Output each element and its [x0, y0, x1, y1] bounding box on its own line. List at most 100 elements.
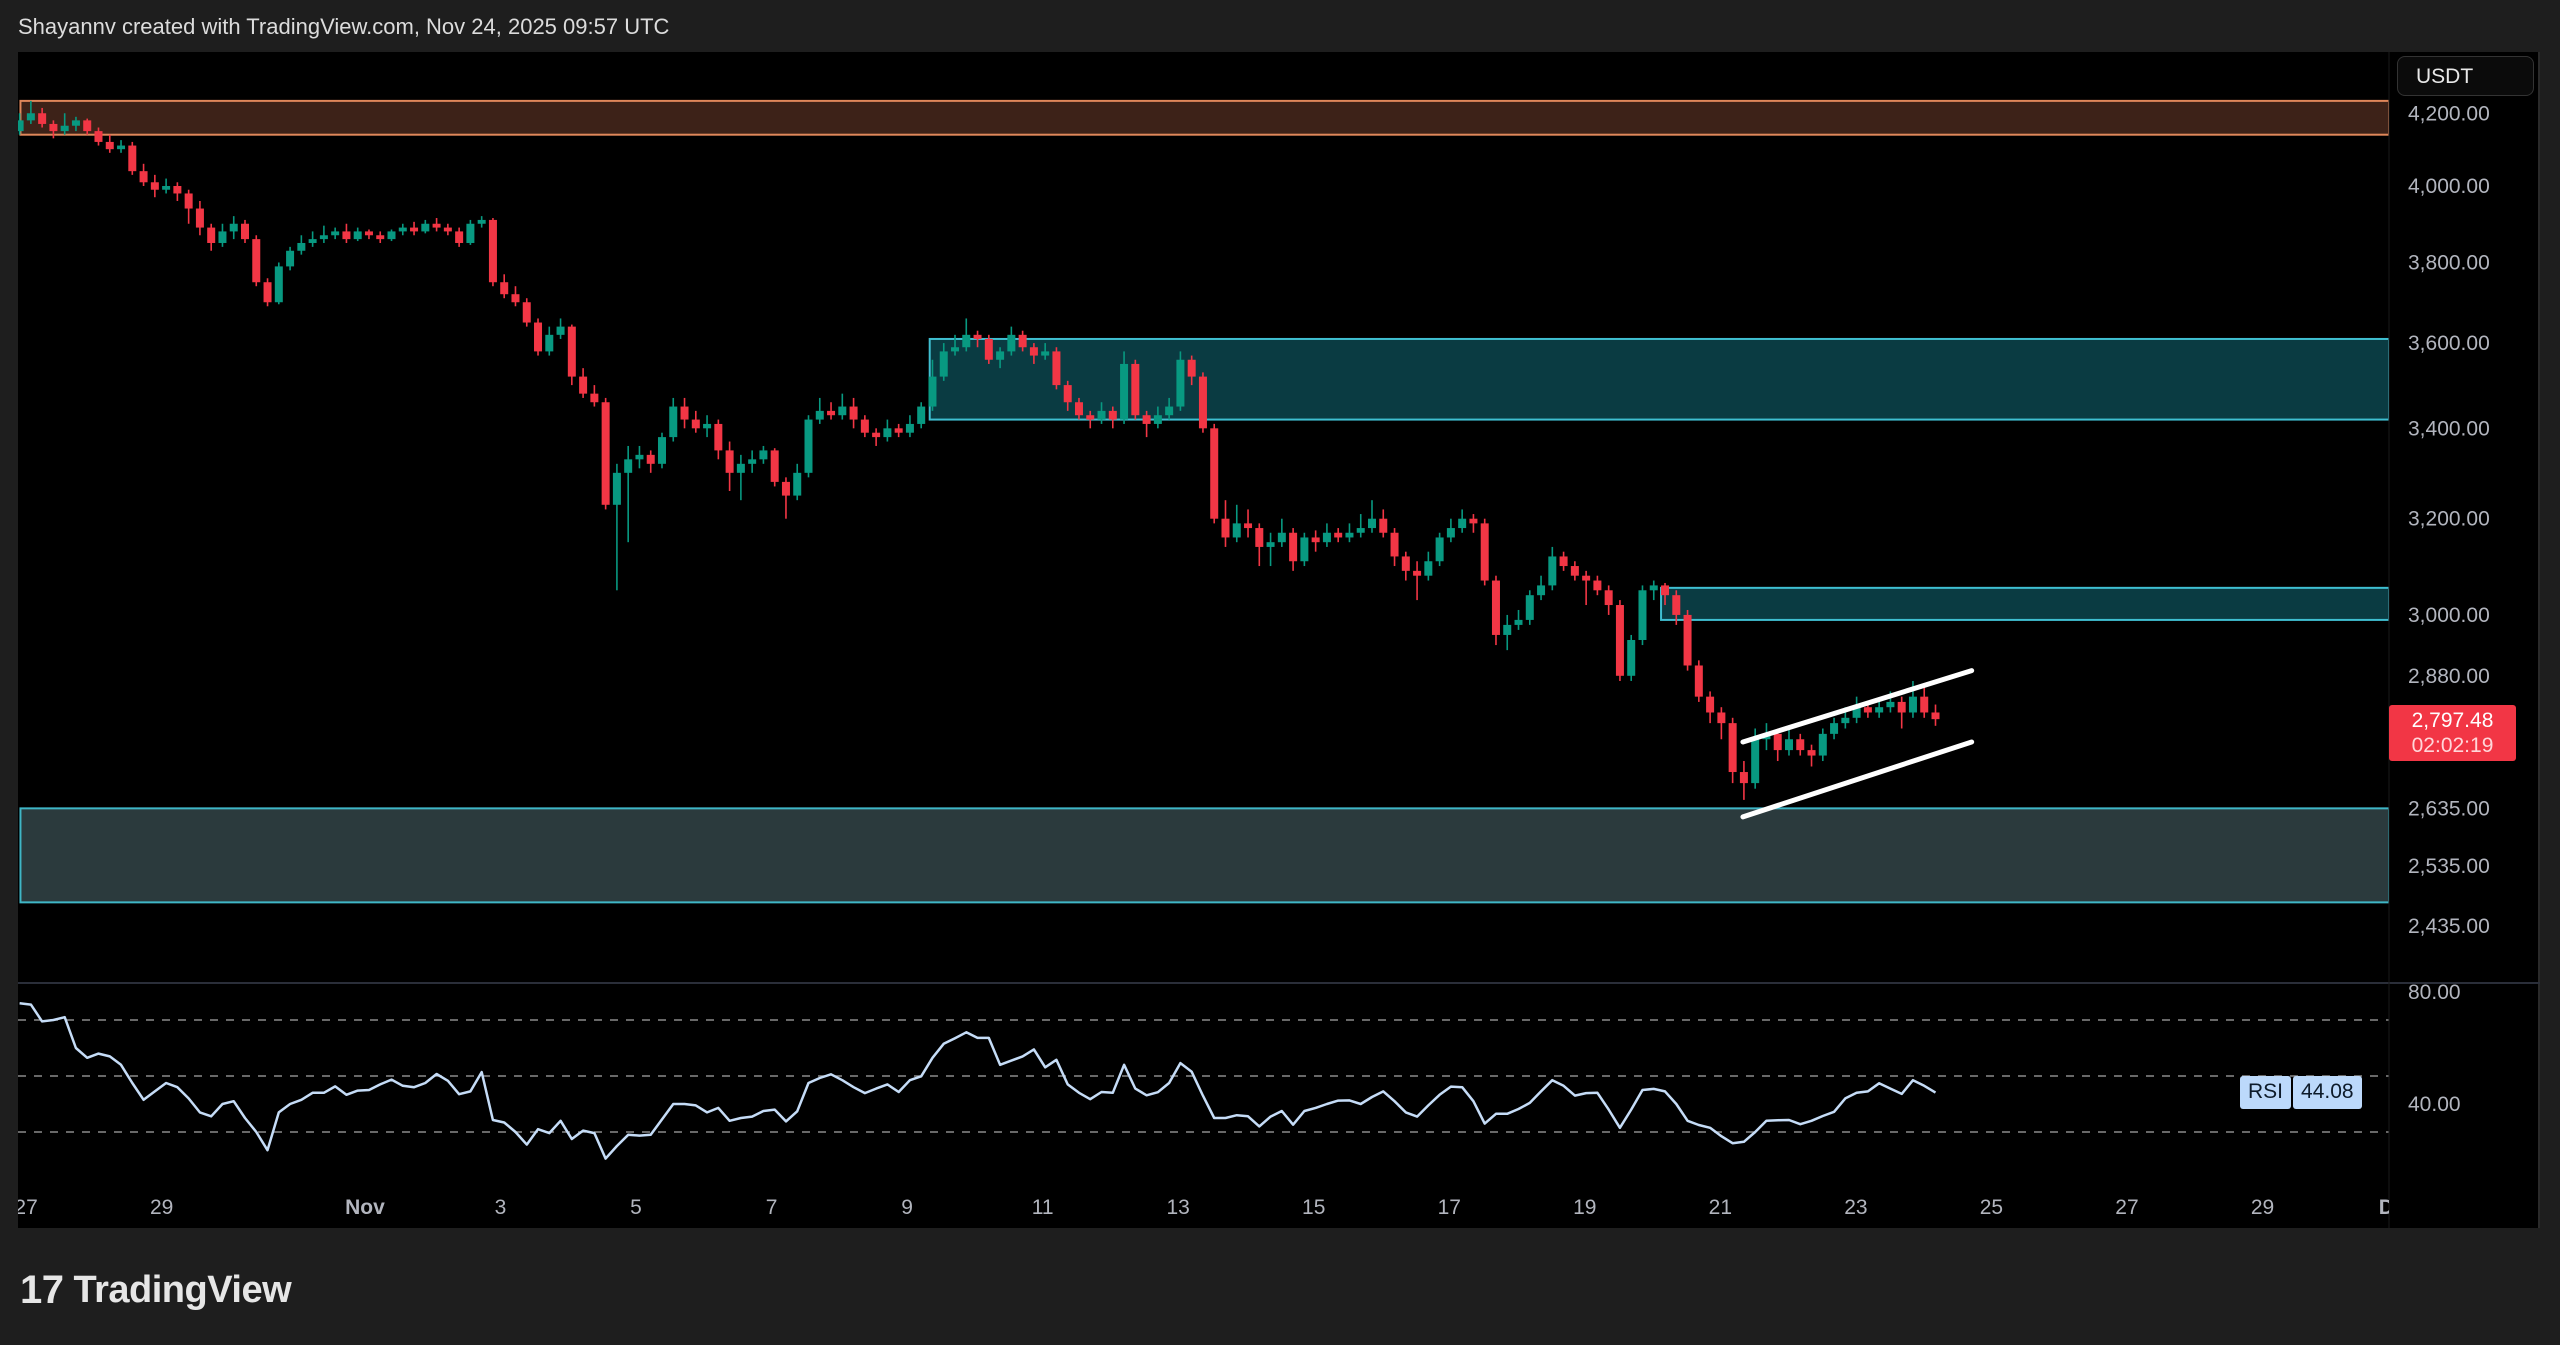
candle-body [1886, 701, 1895, 708]
tradingview-logo[interactable]: 17 TradingView [20, 1268, 292, 1313]
candle [1266, 532, 1275, 567]
candle-body [38, 113, 47, 124]
candle-body [443, 227, 452, 232]
candle-body [150, 182, 159, 190]
candle-body [83, 120, 92, 132]
candle [1142, 410, 1151, 438]
candle-body [545, 334, 554, 352]
candle-body [1368, 518, 1376, 529]
zone-support[interactable] [19, 807, 2389, 904]
candle [1176, 351, 1185, 411]
candle-body [128, 145, 137, 172]
time-axis[interactable]: 27 29 Nov 3 5 7 9 11 13 15 17 19 21 23 25 27 29 Dec [18, 1196, 2418, 1219]
candle [1007, 326, 1016, 356]
candle-body [488, 219, 497, 283]
candle-body [1153, 415, 1162, 424]
candle [1525, 590, 1534, 625]
candle [1401, 551, 1410, 581]
candle-body [1491, 580, 1500, 635]
candle-body [714, 423, 723, 451]
wedge-upper-line[interactable] [1740, 668, 1975, 745]
candle [1345, 523, 1354, 543]
tradingview-logo-text: TradingView [73, 1269, 292, 1311]
price-axis-label: 2,535.00 [2408, 855, 2490, 878]
candle-body [1604, 590, 1613, 606]
plot-area[interactable] [18, 99, 2389, 1160]
candle-body [297, 242, 306, 251]
zone-resistance-upper[interactable] [928, 337, 2389, 421]
candle [1255, 523, 1264, 567]
candle [94, 127, 103, 146]
candle-body [263, 282, 272, 303]
rsi-line [19, 1001, 1937, 1160]
candle [1469, 514, 1478, 533]
candle [286, 246, 295, 271]
candle-body [477, 219, 486, 224]
candle-body [1277, 532, 1286, 543]
candle [894, 423, 903, 438]
zone-supply[interactable] [19, 99, 2389, 136]
zone-resistance-lower[interactable] [1660, 586, 2389, 621]
price-axis-label: 2,880.00 [2408, 665, 2490, 688]
candle [1649, 580, 1658, 601]
candle [353, 227, 362, 242]
candle-body [195, 208, 204, 228]
candle-body [534, 322, 543, 352]
candle [117, 140, 126, 153]
candle-body [252, 239, 261, 283]
candle-body [410, 227, 419, 232]
chart-frame[interactable]: 4,200.00 4,000.00 3,800.00 3,600.00 3,400.00… [18, 52, 2540, 1228]
candle [1728, 717, 1737, 784]
candle [1018, 330, 1027, 352]
candle-body [1830, 723, 1839, 734]
candle [342, 223, 351, 243]
time-axis-label: 7 [766, 1196, 778, 1219]
candle-body [1717, 712, 1726, 724]
currency-button[interactable]: USDT [2397, 56, 2534, 96]
candle-body [1334, 532, 1343, 538]
candle-body [635, 454, 644, 460]
candle [297, 235, 306, 255]
candle [1356, 514, 1365, 538]
candle [1672, 590, 1681, 625]
candlestick-chart[interactable]: 4,200.00 4,000.00 3,800.00 3,600.00 3,400.00… [18, 52, 2540, 1228]
candle [872, 428, 881, 446]
candle [421, 219, 430, 234]
candle-body [883, 428, 892, 438]
time-axis-label: 29 [150, 1196, 173, 1219]
candle [669, 397, 678, 442]
candle-body [872, 432, 881, 438]
candle-body [804, 419, 813, 473]
candle [1029, 343, 1038, 364]
price-axis-label: 3,200.00 [2408, 508, 2490, 531]
candle [1041, 343, 1050, 360]
time-axis-label: 25 [1980, 1196, 2003, 1219]
candle-body [1390, 532, 1399, 557]
candle [928, 359, 937, 411]
candle [883, 419, 892, 442]
price-axis-label: 3,800.00 [2408, 251, 2490, 274]
candle-body [1661, 585, 1670, 596]
candle [443, 223, 452, 236]
candle-body [1852, 707, 1861, 718]
candle-body [18, 120, 24, 132]
candle [410, 221, 419, 236]
candle-body [1706, 696, 1715, 713]
candle-body [1379, 518, 1388, 533]
candle-body [60, 125, 69, 132]
candle [241, 219, 249, 243]
candle-body [1198, 376, 1207, 429]
candle-body [1537, 585, 1546, 596]
candle-body [1142, 415, 1151, 424]
candle-body [1097, 410, 1106, 420]
candle [218, 223, 227, 247]
candle [635, 445, 644, 469]
wedge-lower-line[interactable] [1740, 739, 1975, 820]
candle [1661, 582, 1670, 606]
candle-body [1176, 359, 1185, 407]
candle-body [1063, 385, 1072, 403]
candle [1615, 600, 1624, 681]
candle [1052, 347, 1061, 390]
candle-body [624, 459, 633, 473]
price-axis-label: 2,435.00 [2408, 915, 2490, 938]
